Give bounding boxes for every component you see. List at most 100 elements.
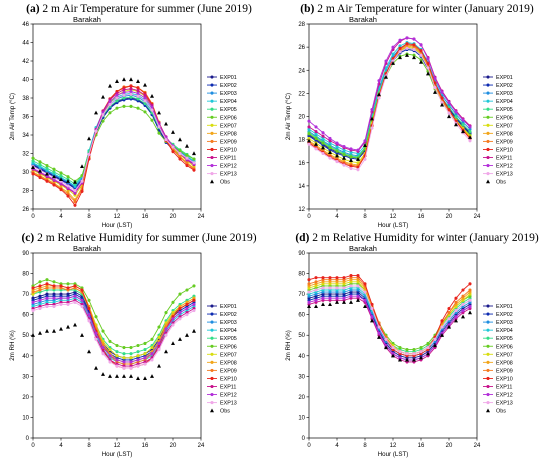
- legend-label: EXP01: [496, 75, 513, 81]
- series-point: [108, 100, 112, 104]
- series-point: [80, 179, 84, 183]
- legend-label: EXP06: [496, 115, 513, 121]
- series-exp02: [31, 292, 196, 362]
- series-point: [143, 99, 147, 103]
- y-tick-label: 10: [298, 415, 305, 421]
- chart-panel-1: (a) 2 m Air Temperature for summer (June…: [9, 3, 252, 229]
- panel-letter: (c): [21, 232, 34, 244]
- series-point: [342, 145, 346, 149]
- y-tick-label: 34: [22, 133, 29, 139]
- series-point: [321, 141, 325, 145]
- series-point: [52, 284, 56, 288]
- series-point: [108, 348, 112, 352]
- series-point: [129, 84, 133, 88]
- legend-swatch: [486, 312, 490, 316]
- series-point: [335, 276, 339, 280]
- series-point: [192, 161, 196, 165]
- obs-marker: [335, 153, 339, 158]
- legend-label: EXP10: [220, 376, 237, 382]
- series-obs: [307, 53, 472, 163]
- y-tick-label: 30: [298, 374, 305, 380]
- series-point: [363, 139, 367, 143]
- y-tick-label: 60: [22, 313, 29, 319]
- series-point: [178, 157, 182, 161]
- obs-marker: [150, 93, 154, 98]
- legend-swatch: [210, 401, 214, 405]
- series-exp05: [31, 95, 196, 186]
- y-tick-label: 28: [22, 189, 29, 195]
- series-point: [370, 306, 374, 311]
- legend-label: EXP08: [220, 131, 237, 137]
- obs-marker: [185, 143, 189, 148]
- obs-marker: [356, 298, 360, 302]
- legend-label: EXP09: [220, 368, 237, 374]
- series-point: [38, 280, 42, 284]
- series-point: [94, 337, 98, 341]
- series-point: [66, 194, 70, 198]
- legend-swatch: [486, 401, 490, 405]
- y-tick-label: 46: [22, 22, 29, 28]
- legend-swatch: [486, 164, 490, 168]
- series-point: [398, 38, 402, 42]
- series-exp13: [307, 46, 472, 172]
- x-tick-label: 16: [142, 214, 149, 220]
- series-point: [314, 136, 318, 141]
- series-point: [356, 274, 360, 278]
- legend-swatch: [486, 99, 490, 103]
- series-point: [143, 348, 147, 352]
- obs-marker: [433, 90, 437, 94]
- series-point: [59, 284, 63, 288]
- series-point: [398, 350, 402, 354]
- legend-swatch: [210, 164, 214, 168]
- legend-swatch: [210, 172, 214, 176]
- series-point: [101, 346, 105, 350]
- obs-marker: [328, 302, 332, 306]
- series-point: [328, 136, 332, 141]
- series-point: [52, 170, 56, 174]
- legend-label: EXP09: [220, 139, 237, 145]
- obs-marker: [321, 145, 325, 150]
- obs-marker: [185, 333, 189, 337]
- series-point: [178, 311, 182, 315]
- legend-label: EXP10: [496, 376, 513, 382]
- obs-marker: [342, 300, 346, 304]
- obs-marker: [115, 79, 119, 83]
- series-point: [164, 327, 168, 331]
- series-point: [461, 309, 465, 313]
- y-tick-label: 44: [22, 41, 29, 47]
- series-point: [31, 290, 35, 294]
- y-tick-label: 50: [298, 333, 305, 339]
- series-point: [454, 300, 458, 304]
- series-point: [115, 93, 119, 97]
- series-point: [321, 136, 325, 141]
- series-point: [122, 360, 126, 364]
- legend-label: EXP04: [496, 99, 513, 105]
- legend-item: EXP06: [207, 344, 237, 350]
- obs-marker: [122, 374, 126, 378]
- y-axis-label: 2m Air Temp (°C): [285, 93, 292, 140]
- series-point: [433, 337, 437, 341]
- series-point: [321, 151, 325, 156]
- obs-marker: [108, 374, 112, 378]
- legend-label: EXP13: [496, 401, 513, 407]
- series-point: [38, 163, 42, 167]
- series-point: [363, 282, 367, 286]
- series-point: [136, 354, 140, 358]
- legend-swatch: [486, 83, 490, 87]
- obs-marker: [38, 168, 42, 173]
- series-point: [412, 352, 416, 356]
- series-point: [321, 286, 325, 290]
- chart-panel-4: (d) 2 m Relative Humidity for winter (Ja…: [285, 232, 539, 458]
- legend-swatch: [486, 328, 490, 332]
- legend-item: EXP01: [483, 75, 513, 81]
- series-point: [433, 81, 437, 85]
- x-axis-label: Hour (LST): [378, 451, 409, 458]
- legend-swatch: [210, 320, 214, 324]
- series-point: [171, 317, 175, 321]
- legend-item: EXP07: [207, 123, 237, 129]
- series-point: [328, 139, 332, 143]
- series-point: [398, 46, 402, 50]
- series-point: [307, 132, 311, 136]
- obs-marker: [419, 355, 423, 360]
